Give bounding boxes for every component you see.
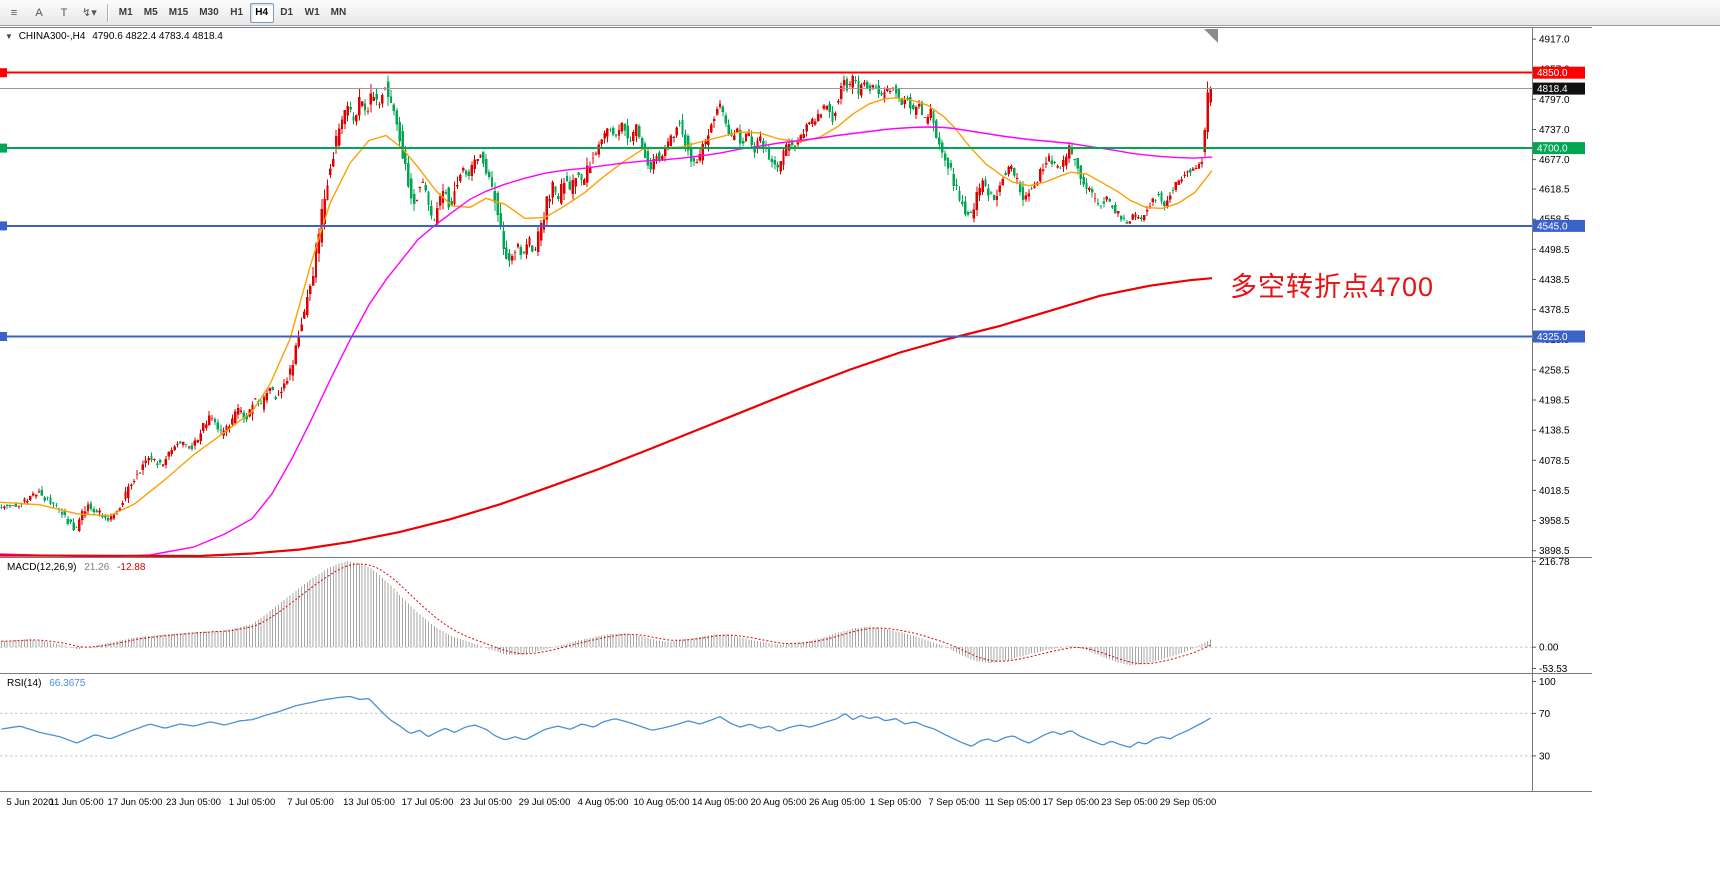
macd-signal-line [1,563,1211,665]
tf-button-m30[interactable]: M30 [199,7,219,18]
chart-svg: 4917.04857.04797.04737.04677.04618.54558… [0,27,1592,813]
svg-text:4818.4: 4818.4 [1537,84,1568,95]
svg-text:3898.5: 3898.5 [1539,546,1570,557]
svg-text:1 Jul 05:00: 1 Jul 05:00 [229,797,275,808]
tf-button-h4[interactable]: H4 [249,2,274,23]
svg-text:14 Aug 05:00: 14 Aug 05:00 [692,797,748,808]
ma-slow-line [0,277,1213,558]
rsi-panel[interactable] [0,674,1532,791]
svg-text:29 Jul 05:00: 29 Jul 05:00 [519,797,571,808]
panel-separators [0,27,1592,792]
svg-text:11 Sep 05:00: 11 Sep 05:00 [985,797,1041,808]
tf-button-w1[interactable]: W1 [304,7,320,18]
svg-text:4850.0: 4850.0 [1537,68,1568,79]
toolbar: ≡ A T ↯▾ M1 M5 M15 M30 H1 H4 D1 W1 MN [0,0,1720,26]
svg-text:29 Sep 05:00: 29 Sep 05:00 [1160,797,1217,808]
svg-text:4797.0: 4797.0 [1539,95,1570,106]
svg-text:4138.5: 4138.5 [1539,426,1570,437]
price-axis[interactable] [1532,27,1592,791]
chart-shift-marker[interactable] [1204,29,1218,43]
text-box-icon[interactable]: T [60,6,68,19]
svg-text:70: 70 [1539,709,1551,720]
chart-collapse-icon[interactable]: ▼ [5,32,13,41]
svg-text:4438.5: 4438.5 [1539,275,1570,286]
svg-text:30: 30 [1539,751,1551,762]
svg-text:4737.0: 4737.0 [1539,125,1570,136]
level-left-tag [0,221,7,231]
svg-text:4258.5: 4258.5 [1539,365,1570,376]
timeframe-buttons: M1 M5 M15 M30 H1 H4 D1 W1 MN [114,2,351,23]
price-tag: 4545.0 [1533,219,1585,232]
svg-text:17 Jun 05:00: 17 Jun 05:00 [108,797,163,808]
tf-button-h1[interactable]: H1 [230,7,244,18]
svg-text:7 Sep 05:00: 7 Sep 05:00 [928,797,979,808]
svg-text:26 Aug 05:00: 26 Aug 05:00 [809,797,865,808]
svg-text:4078.5: 4078.5 [1539,456,1570,467]
svg-text:17 Sep 05:00: 17 Sep 05:00 [1043,797,1100,808]
svg-text:7 Jul 05:00: 7 Jul 05:00 [287,797,333,808]
price-tag: 4850.0 [1533,66,1585,79]
level-left-tag [0,68,7,78]
tf-button-m5[interactable]: M5 [143,7,158,18]
svg-text:17 Jul 05:00: 17 Jul 05:00 [402,797,454,808]
chart-area: 4917.04857.04797.04737.04677.04618.54558… [0,27,1592,813]
svg-text:4198.5: 4198.5 [1539,396,1570,407]
svg-text:20 Aug 05:00: 20 Aug 05:00 [751,797,807,808]
svg-text:5 Jun 2020: 5 Jun 2020 [6,797,53,808]
tf-button-d1[interactable]: D1 [280,7,294,18]
price-tag: 4325.0 [1533,330,1585,343]
svg-text:4917.0: 4917.0 [1539,35,1570,46]
svg-text:4545.0: 4545.0 [1537,221,1568,232]
ma-fast-line [0,97,1213,517]
svg-text:4 Aug 05:00: 4 Aug 05:00 [578,797,629,808]
time-axis[interactable] [0,791,1592,813]
text-label-icon[interactable]: A [35,6,43,19]
toolbar-left-icons: ≡ A T ↯▾ [2,3,102,23]
candles [0,74,1212,533]
ma-mid-line [0,126,1213,558]
svg-text:4325.0: 4325.0 [1537,332,1568,343]
svg-text:4700.0: 4700.0 [1537,144,1568,155]
svg-text:4677.0: 4677.0 [1539,155,1570,166]
price-tag: 4700.0 [1533,142,1585,155]
tf-button-m1[interactable]: M1 [118,7,133,18]
level-left-tag [0,143,7,153]
svg-text:-53.53: -53.53 [1539,664,1568,675]
macd-panel[interactable] [0,558,1532,673]
svg-text:216.78: 216.78 [1539,557,1570,568]
rsi-line [1,695,1211,749]
svg-text:4498.5: 4498.5 [1539,245,1570,256]
toolbar-separator [106,3,109,22]
svg-text:13 Jul 05:00: 13 Jul 05:00 [343,797,395,808]
svg-text:23 Sep 05:00: 23 Sep 05:00 [1101,797,1158,808]
svg-text:23 Jul 05:00: 23 Jul 05:00 [460,797,512,808]
svg-text:4018.5: 4018.5 [1539,486,1570,497]
svg-text:1 Sep 05:00: 1 Sep 05:00 [870,797,921,808]
tf-button-mn[interactable]: MN [330,7,347,18]
price-tag: 4818.4 [1533,82,1585,95]
svg-text:100: 100 [1539,677,1556,688]
tf-button-m15[interactable]: M15 [168,7,189,18]
chart-list-icon[interactable]: ≡ [10,6,18,19]
svg-text:23 Jun 05:00: 23 Jun 05:00 [166,797,221,808]
svg-text:11 Jun 05:00: 11 Jun 05:00 [49,797,103,808]
svg-text:3958.5: 3958.5 [1539,516,1570,527]
svg-text:4378.5: 4378.5 [1539,305,1570,316]
svg-text:0.00: 0.00 [1539,643,1559,654]
draw-tools-dropdown-icon[interactable]: ↯▾ [82,7,97,19]
level-left-tag [0,332,7,341]
svg-text:10 Aug 05:00: 10 Aug 05:00 [634,797,690,808]
svg-text:4618.5: 4618.5 [1539,185,1570,196]
annotation-text[interactable]: 多空转折点4700 [1230,272,1435,302]
